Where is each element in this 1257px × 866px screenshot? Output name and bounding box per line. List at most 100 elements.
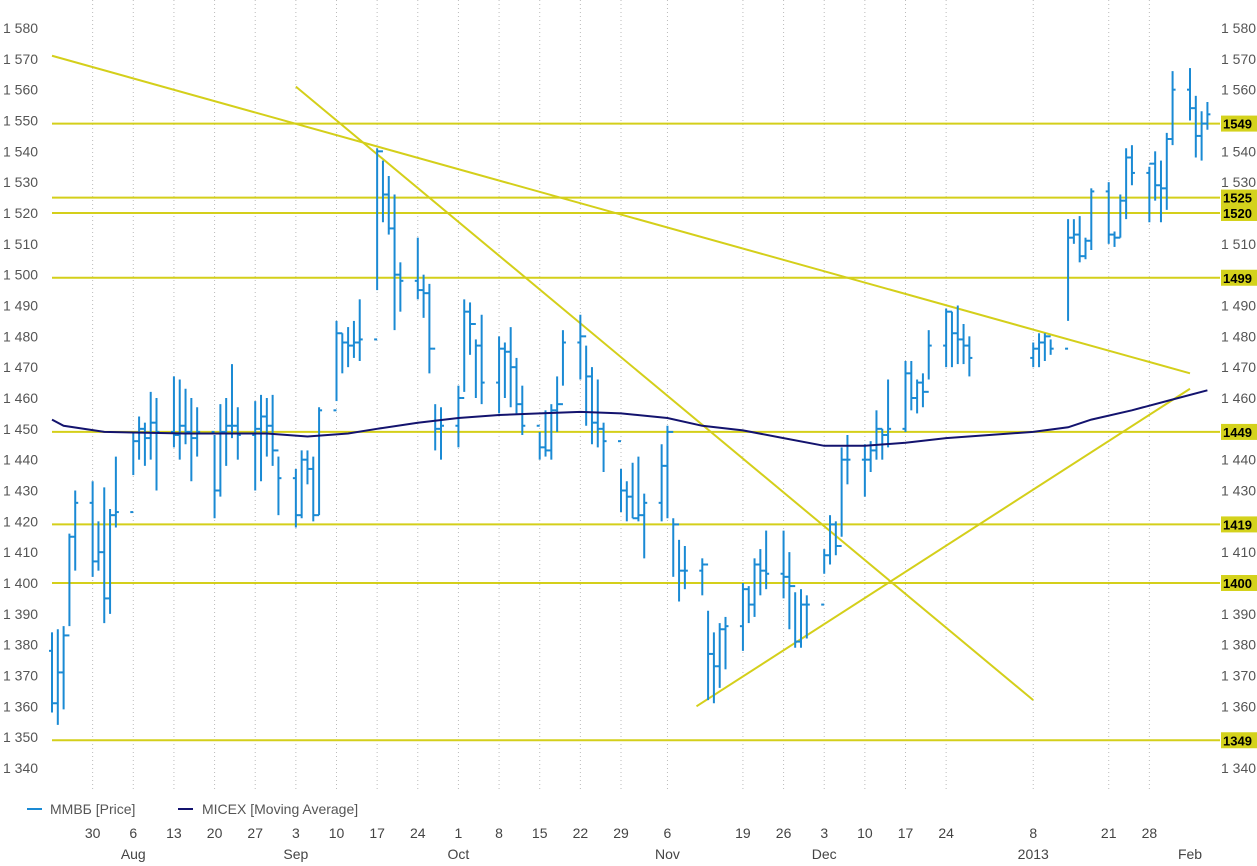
ohlc-bar xyxy=(699,558,706,596)
ohlc-bar xyxy=(821,549,828,606)
y-tick-label-left: 1 560 xyxy=(3,82,38,98)
ohlc-bar xyxy=(228,364,235,439)
ohlc-bar xyxy=(792,585,799,648)
ohlc-bar xyxy=(438,407,445,460)
ohlc-bar xyxy=(258,394,265,482)
x-tick-label-day: 17 xyxy=(369,825,385,841)
x-tick-label-day: 19 xyxy=(735,825,751,841)
ohlc-bar xyxy=(1041,333,1048,361)
ohlc-bar xyxy=(1105,182,1112,244)
ohlc-bar xyxy=(54,629,61,725)
ohlc-bar xyxy=(356,299,363,361)
ohlc-bar xyxy=(223,398,230,466)
x-tick-label-day: 17 xyxy=(898,825,914,841)
x-tick-label-day: 13 xyxy=(166,825,182,841)
ohlc-bar xyxy=(345,327,352,368)
ohlc-bar xyxy=(420,274,427,318)
x-tick-label-day: 28 xyxy=(1142,825,1158,841)
ohlc-bar xyxy=(112,456,119,528)
x-tick-label-day: 22 xyxy=(573,825,589,841)
ohlc-bar xyxy=(722,616,729,670)
x-tick-label-day: 6 xyxy=(129,825,137,841)
ohlc-bar xyxy=(1123,148,1130,220)
ohlc-bar xyxy=(461,299,468,399)
ohlc-bar xyxy=(873,410,880,460)
ohlc-bar xyxy=(966,336,973,377)
ohlc-bar xyxy=(211,430,218,519)
trend-line xyxy=(695,387,1191,708)
y-tick-label-left: 1 360 xyxy=(3,698,38,714)
ohlc-bar xyxy=(705,563,712,701)
y-tick-label-left: 1 370 xyxy=(3,668,38,684)
ohlc-bar xyxy=(710,632,717,704)
level-label-box xyxy=(1221,516,1257,533)
ohlc-bar xyxy=(716,623,723,688)
level-label: 1400 xyxy=(1223,576,1252,591)
ohlc-bar xyxy=(1076,216,1083,263)
ohlc-bar xyxy=(472,323,479,398)
ohlc-bar xyxy=(908,361,915,411)
legend: ММВБ [Price] MICEX [Moving Average] xyxy=(27,801,358,817)
ohlc-bar xyxy=(1198,111,1205,161)
ohlc-bar xyxy=(1192,95,1199,158)
y-tick-label-left: 1 500 xyxy=(3,267,38,283)
ohlc-bar xyxy=(600,422,607,472)
ohlc-bar xyxy=(1047,335,1054,355)
x-tick-label-day: 21 xyxy=(1101,825,1117,841)
level-label: 1520 xyxy=(1223,206,1252,221)
x-tick-label-day: 3 xyxy=(292,825,300,841)
x-tick-label-day: 15 xyxy=(532,825,548,841)
y-axis-left: 1 340 1 350 1 360 1 370 1 380 1 390 1 400 1 410… xyxy=(3,20,38,776)
ohlc-bar xyxy=(1036,333,1043,368)
ohlc-bar xyxy=(1088,188,1095,250)
ohlc-bar xyxy=(49,632,55,713)
ohlc-bar xyxy=(676,523,683,602)
ohlc-bar xyxy=(478,314,485,405)
y-tick-label-left: 1 480 xyxy=(3,328,38,344)
ohlc-bar xyxy=(1082,237,1089,260)
y-tick-label-right: 1 380 xyxy=(1221,637,1256,653)
level-label-box xyxy=(1221,423,1257,440)
y-tick-label-left: 1 390 xyxy=(3,606,38,622)
ohlc-bar xyxy=(107,509,114,614)
y-tick-label-left: 1 450 xyxy=(3,421,38,437)
ohlc-bar xyxy=(751,558,758,617)
y-tick-label-left: 1 570 xyxy=(3,51,38,67)
level-label-box xyxy=(1221,575,1257,591)
ohlc-bar xyxy=(745,586,752,624)
x-tick-label-day: 3 xyxy=(820,825,828,841)
x-axis: 30 6 13 20 27 3 10 17 24 1 8 15 22 29 6 19 26 3 10 17 24 8 21 2… xyxy=(85,825,1202,862)
ohlc-bar xyxy=(153,398,160,491)
ohlc-bar xyxy=(670,430,677,577)
ohlc-bar xyxy=(147,391,154,460)
ohlc-bar xyxy=(1187,68,1193,121)
ohlc-bar xyxy=(1163,132,1170,210)
ohlc-bar xyxy=(333,320,340,412)
ohlc-bar xyxy=(101,487,108,624)
ohlc-bar xyxy=(72,490,79,571)
moving-average-line xyxy=(51,389,1208,447)
x-tick-label-day: 27 xyxy=(247,825,263,841)
y-tick-label-right: 1 460 xyxy=(1221,390,1256,406)
ohlc-bar xyxy=(292,468,299,528)
y-tick-label-right: 1 340 xyxy=(1221,760,1256,776)
ohlc-bar xyxy=(513,357,520,414)
y-tick-label-right: 1 360 xyxy=(1221,698,1256,714)
y-tick-label-right: 1 480 xyxy=(1221,328,1256,344)
y-tick-label-left: 1 510 xyxy=(3,236,38,252)
grid-layer xyxy=(92,0,1150,790)
ohlc-bar xyxy=(1157,160,1164,223)
ohlc-bar xyxy=(455,385,462,448)
x-tick-label-month: Dec xyxy=(812,846,837,862)
y-tick-label-right: 1 470 xyxy=(1221,359,1256,375)
y-tick-label-left: 1 490 xyxy=(3,298,38,314)
ohlc-bar xyxy=(385,176,392,235)
y-tick-label-right: 1 430 xyxy=(1221,483,1256,499)
ohlc-bar xyxy=(397,262,404,312)
x-tick-label-day: 20 xyxy=(207,825,223,841)
y-tick-label-right: 1 580 xyxy=(1221,20,1256,36)
ohlc-bar xyxy=(496,336,503,414)
ohlc-bar xyxy=(1117,194,1124,239)
